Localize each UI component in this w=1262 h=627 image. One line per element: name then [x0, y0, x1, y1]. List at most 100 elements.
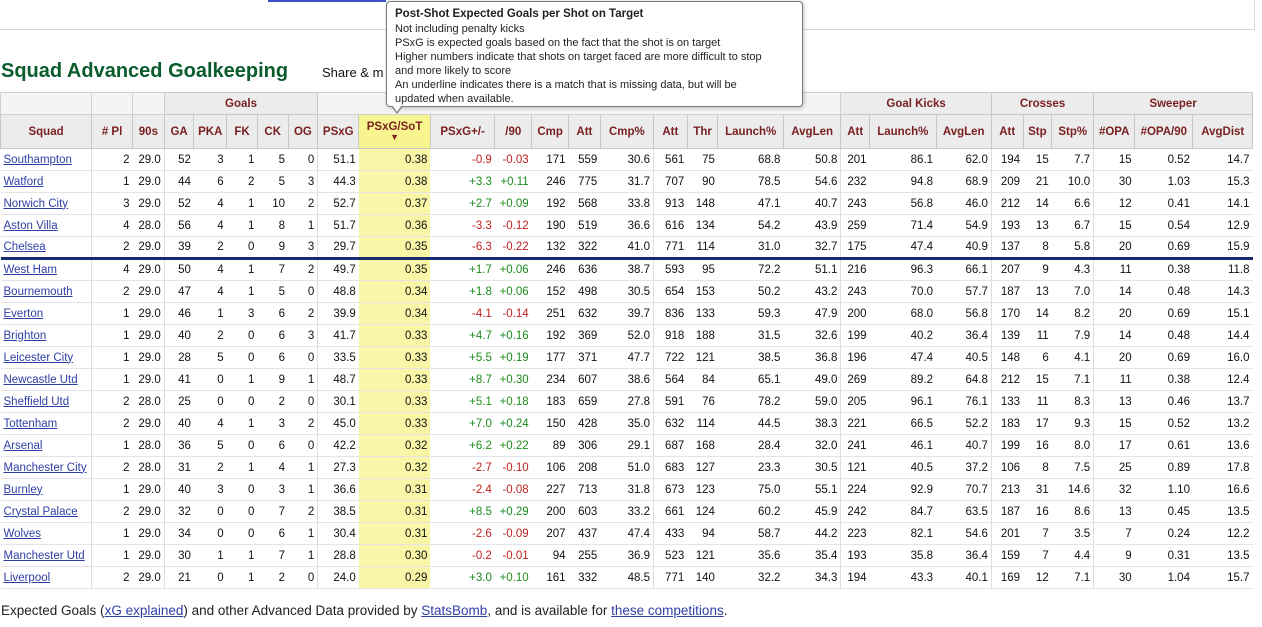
cell-launch-att: 775: [568, 170, 601, 193]
cell-psxg: 52.7: [317, 192, 359, 215]
col-header-opa-per-90[interactable]: #OPA/90: [1134, 114, 1194, 149]
cell-opa: 7: [1093, 522, 1135, 545]
squad-link[interactable]: West Ham: [3, 264, 57, 276]
xg-explained-link[interactable]: xG explained: [104, 603, 184, 618]
squad-link[interactable]: Sheffield Utd: [3, 395, 70, 408]
col-header-avg-dist[interactable]: AvgDist: [1192, 114, 1253, 149]
cell-crosses-stp-pct: 7.5: [1051, 456, 1095, 479]
cell-opa-per-90: 0.61: [1134, 434, 1193, 457]
cell-crosses-att: 187: [991, 500, 1024, 523]
squad-link[interactable]: Burnley: [3, 483, 43, 496]
col-header-psxg-plus-minus[interactable]: PSxG+/-: [429, 114, 496, 149]
col-header-nineties[interactable]: 90s: [132, 114, 165, 149]
cell-avg-dist: 12.4: [1192, 368, 1253, 391]
cell-og: 3: [288, 170, 319, 193]
col-header-passes-avglen[interactable]: AvgLen: [782, 114, 842, 149]
cell-nineties: 29.0: [132, 324, 165, 347]
cell-passes-avglen: 35.4: [783, 544, 842, 567]
cell-psxg-plus-minus: -2.7: [430, 456, 495, 479]
cell-goal-kicks-att: 221: [840, 412, 870, 435]
cell-launch-cmp: 171: [531, 148, 569, 171]
squad-link[interactable]: Chelsea: [3, 241, 46, 253]
col-header-passes-launch-pct[interactable]: Launch%: [717, 114, 784, 149]
cell-fk: 1: [226, 192, 258, 215]
col-header-crosses-stp-pct[interactable]: Stp%: [1051, 114, 1095, 149]
cell-passes-avglen: 50.8: [783, 148, 842, 171]
squad-link[interactable]: Watford: [3, 175, 44, 188]
col-header-og[interactable]: OG: [287, 114, 319, 149]
col-header-goal-kicks-att[interactable]: Att: [840, 114, 871, 149]
col-header-passes-thr[interactable]: Thr: [686, 114, 719, 149]
cell-ck: 7: [257, 500, 289, 523]
cell-per-90: -0.10: [494, 456, 532, 479]
cell-psxg-per-sot: 0.31: [358, 500, 431, 523]
cell-psxg-plus-minus: +1.8: [430, 280, 495, 303]
cell-crosses-stp-pct: 8.3: [1051, 390, 1095, 413]
cell-psxg: 38.5: [317, 500, 359, 523]
squad-link[interactable]: Everton: [3, 307, 44, 320]
cell-passes-launch-pct: 31.5: [717, 324, 784, 347]
col-header-psxg[interactable]: PSxG: [317, 114, 360, 149]
col-header-goal-kicks-launch-pct[interactable]: Launch%: [869, 114, 937, 149]
col-header-per-90[interactable]: /90: [494, 114, 533, 149]
cell-nineties: 29.0: [132, 280, 165, 303]
cell-crosses-att: 187: [991, 280, 1024, 303]
col-header-launch-cmp[interactable]: Cmp: [531, 114, 570, 149]
squad-link[interactable]: Manchester Utd: [3, 549, 85, 562]
cell-passes-launch-pct: 44.5: [717, 412, 784, 435]
cell-crosses-stp: 11: [1023, 390, 1052, 413]
cell-crosses-stp-pct: 4.3: [1051, 258, 1095, 281]
squad-link[interactable]: Newcastle Utd: [3, 373, 78, 386]
statsbomb-link[interactable]: StatsBomb: [421, 603, 488, 618]
squad-link[interactable]: Norwich City: [3, 197, 69, 210]
col-header-launch-att[interactable]: Att: [568, 114, 601, 149]
cell-launch-cmp-pct: 51.0: [600, 456, 654, 479]
squad-link[interactable]: Aston Villa: [3, 219, 58, 232]
cell-goal-kicks-avglen: 52.2: [936, 412, 992, 435]
squad-link[interactable]: Liverpool: [3, 571, 51, 584]
col-header-passes-att[interactable]: Att: [652, 114, 688, 149]
cell-passes-launch-pct: 47.1: [717, 192, 784, 215]
cell-psxg-plus-minus: -0.9: [430, 148, 495, 171]
squad-link[interactable]: Wolves: [3, 527, 42, 540]
cell-passes-launch-pct: 38.5: [717, 346, 784, 369]
cell-psxg: 29.7: [317, 236, 359, 260]
col-header-opa[interactable]: #OPA: [1093, 114, 1136, 149]
cell-passes-launch-pct: 60.2: [717, 500, 784, 523]
col-header-num-players[interactable]: # Pl: [91, 114, 134, 149]
col-header-fk[interactable]: FK: [226, 114, 258, 149]
col-header-ga[interactable]: GA: [163, 114, 195, 149]
share-export-link[interactable]: Share & m: [322, 65, 384, 80]
competitions-link[interactable]: these competitions: [611, 603, 724, 618]
cell-goal-kicks-avglen: 57.7: [936, 280, 992, 303]
cell-opa-per-90: 0.52: [1134, 148, 1193, 171]
col-header-psxg-per-sot[interactable]: PSxG/SoT ▼: [358, 114, 431, 149]
squad-link[interactable]: Bournemouth: [3, 285, 73, 298]
cell-per-90: +0.29: [494, 500, 532, 523]
footer-text: .: [723, 603, 728, 618]
table-row: Tottenham 2 29.0 40 4 1 3 2 45.0 0.33 +7.0 +0.24 150…: [0, 412, 1253, 435]
cell-ga: 41: [164, 368, 194, 391]
cell-crosses-stp-pct: 9.3: [1051, 412, 1095, 435]
col-header-squad[interactable]: Squad: [0, 114, 93, 149]
squad-link[interactable]: Southampton: [3, 153, 72, 166]
squad-link[interactable]: Leicester City: [3, 351, 74, 364]
col-header-crosses-stp[interactable]: Stp: [1022, 114, 1053, 149]
col-header-pka[interactable]: PKA: [193, 114, 228, 149]
cell-fk: 0: [226, 434, 258, 457]
cell-passes-att: 632: [653, 412, 688, 435]
cell-opa-per-90: 0.38: [1134, 368, 1193, 391]
cell-ga: 31: [164, 456, 194, 479]
cell-psxg-per-sot: 0.37: [358, 192, 431, 215]
squad-link[interactable]: Crystal Palace: [3, 505, 78, 518]
squad-link[interactable]: Manchester City: [3, 461, 87, 474]
col-header-goal-kicks-avglen[interactable]: AvgLen: [935, 114, 992, 149]
squad-link[interactable]: Tottenham: [3, 417, 58, 430]
col-header-launch-cmp-pct[interactable]: Cmp%: [599, 114, 654, 149]
cell-avg-dist: 12.9: [1192, 214, 1253, 237]
col-header-crosses-att[interactable]: Att: [990, 114, 1024, 149]
col-header-ck[interactable]: CK: [256, 114, 289, 149]
cell-launch-att: 519: [568, 214, 601, 237]
squad-link[interactable]: Brighton: [3, 329, 47, 342]
squad-link[interactable]: Arsenal: [3, 439, 43, 452]
